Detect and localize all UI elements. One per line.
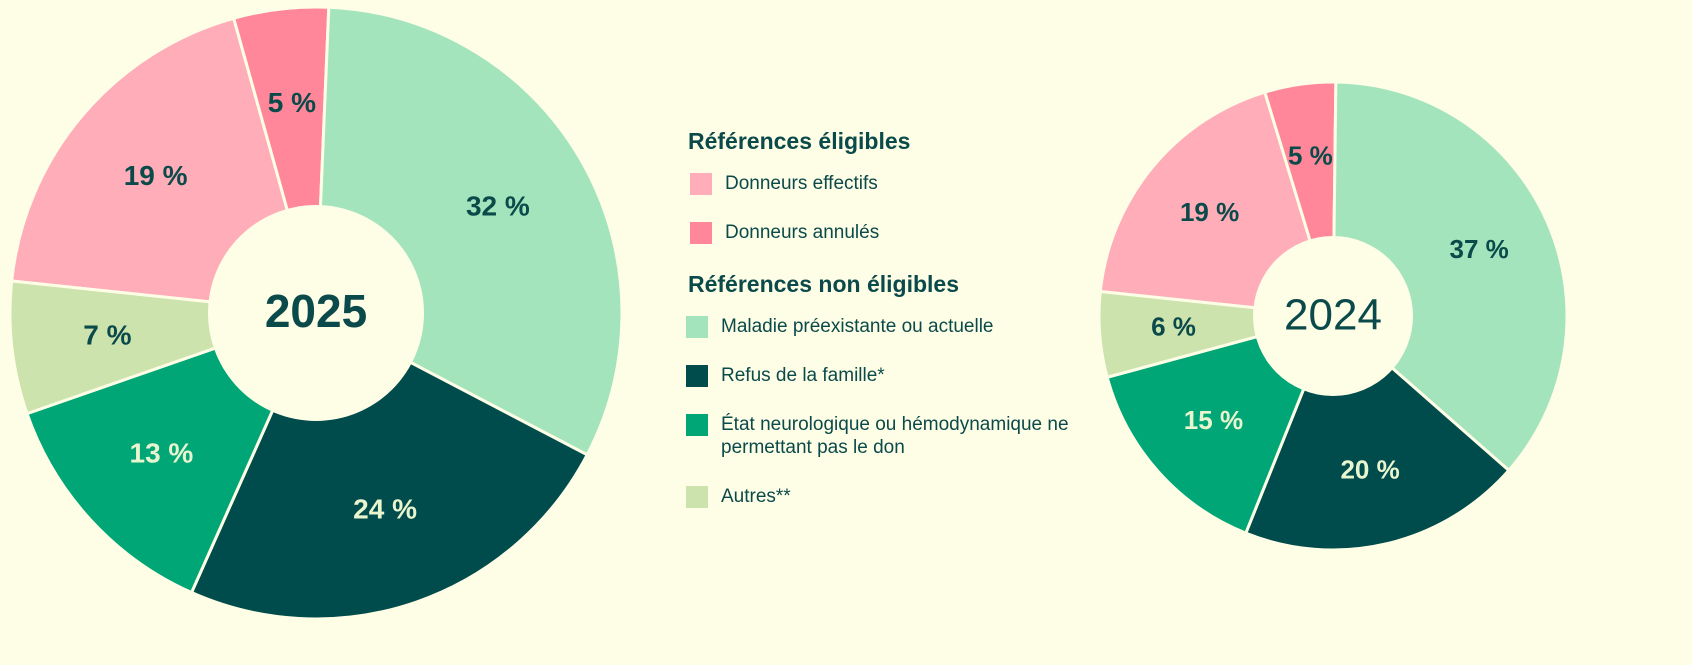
legend-swatch	[690, 222, 712, 244]
value-label: 19 %	[1180, 197, 1239, 227]
legend-swatch	[686, 316, 708, 338]
legend: Références éligibles Donneurs effectifs Do…	[686, 128, 1106, 535]
legend-item: Maladie préexistante ou actuelle	[686, 316, 1106, 338]
legend-item: Donneurs effectifs	[690, 173, 1106, 195]
legend-label: Maladie préexistante ou actuelle	[721, 316, 994, 337]
slice	[1098, 90, 1336, 318]
legend-swatch	[686, 365, 708, 387]
value-label: 7 %	[83, 320, 131, 351]
legend-item: Donneurs annulés	[690, 222, 1106, 244]
legend-item: État neurologique ou hémodynamique ne pe…	[686, 414, 1106, 459]
legend-label: Donneurs effectifs	[725, 173, 878, 194]
legend-label: Autres**	[721, 486, 791, 507]
legend-label: Refus de la famille*	[721, 365, 885, 386]
legend-label: Donneurs annulés	[725, 222, 880, 243]
slice	[1331, 80, 1569, 473]
center-title: 2024	[1284, 291, 1382, 340]
center-title: 2025	[265, 285, 367, 337]
value-label: 5 %	[268, 87, 316, 118]
value-label: 24 %	[353, 494, 417, 525]
legend-item: Refus de la famille*	[686, 365, 1106, 387]
legend-swatch	[686, 414, 708, 436]
value-label: 19 %	[124, 160, 188, 191]
value-label: 5 %	[1288, 140, 1333, 170]
legend-item: Autres**	[686, 486, 1106, 508]
donut-hole	[1253, 236, 1413, 396]
legend-swatch	[690, 173, 712, 195]
value-label: 6 %	[1151, 312, 1196, 342]
value-label: 13 %	[130, 438, 194, 469]
legend-group-title: Références non éligibles	[688, 271, 959, 297]
value-label: 15 %	[1184, 405, 1243, 435]
donut-hole	[208, 205, 424, 421]
legend-label: État neurologique ou hémodynamique ne pe…	[721, 414, 1069, 458]
value-label: 37 %	[1450, 234, 1509, 264]
value-label: 20 %	[1340, 455, 1399, 485]
legend-group-title: Références éligibles	[688, 128, 911, 154]
value-label: 32 %	[466, 190, 530, 221]
legend-swatch	[686, 486, 708, 508]
